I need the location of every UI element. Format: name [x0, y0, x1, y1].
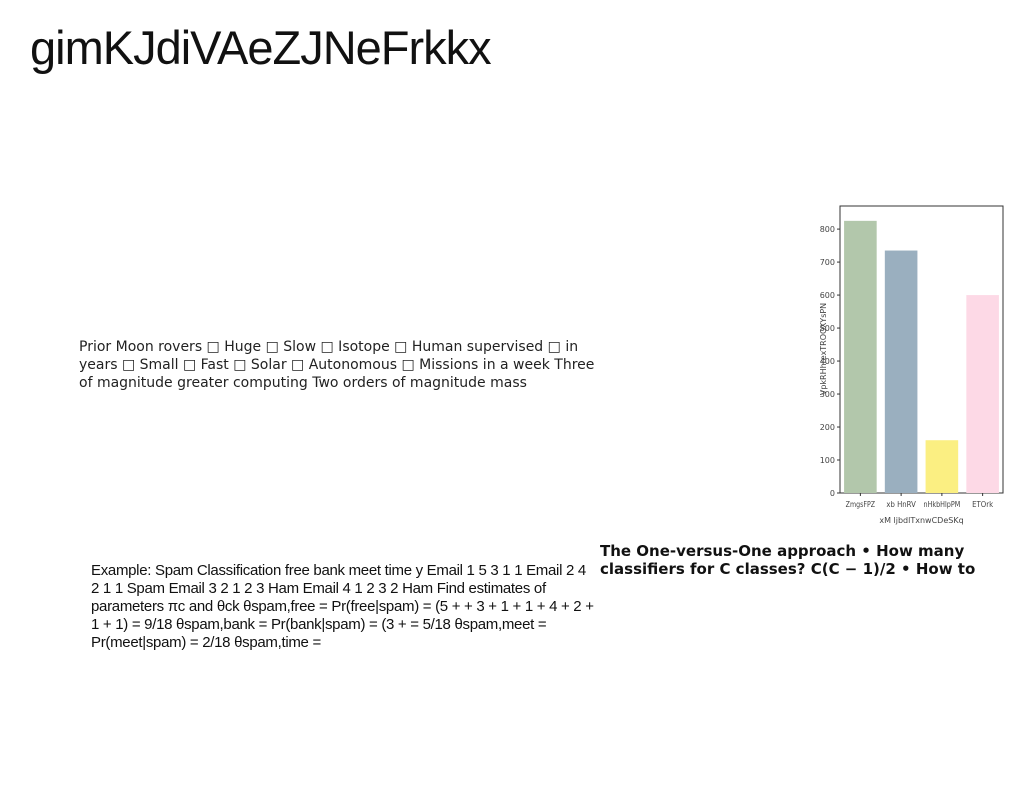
bar-chart-svg: 0 100 200 300 400 500 600 700 800 ZmgsFPZ xb HnRV… — [819, 205, 1004, 525]
y-tick-label-8: 800 — [820, 225, 835, 234]
x-tick-label-0: ZmgsFPZ — [846, 500, 876, 509]
bar-chart: 0 100 200 300 400 500 600 700 800 ZmgsFPZ xb HnRV… — [812, 198, 1012, 530]
one-vs-one-line-2: classifiers for C classes? C(C − 1)/2 • … — [600, 560, 976, 578]
plot-frame — [839, 205, 1004, 494]
x-tick-label-1: xb HnRV — [886, 500, 916, 509]
y-tick-label-4: 400 — [820, 357, 835, 366]
y-tick-label-0: 0 — [830, 489, 835, 498]
bar-0 — [844, 220, 877, 493]
moon-rovers-text: Prior Moon rovers □ Huge □ Slow □ Isotop… — [79, 339, 595, 391]
spam-classification-text: Example: Spam Classification free bank m… — [91, 562, 594, 651]
y-tick-label-6: 600 — [820, 291, 835, 300]
bar-3 — [966, 295, 999, 493]
y-axis-label: VpkRHhrexTROOXYsPN — [819, 303, 828, 395]
y-tick-label-5: 500 — [820, 324, 835, 333]
y-tick-label-1: 100 — [820, 456, 835, 465]
y-tick-label-7: 700 — [820, 258, 835, 267]
bar-2 — [925, 440, 959, 493]
bar-1 — [884, 250, 918, 493]
x-tick-label-2: nHkbHlpPM — [924, 500, 961, 509]
y-tick-label-3: 300 — [820, 390, 835, 399]
one-vs-one-text: The One-versus-One approach • How many c… — [600, 542, 1024, 582]
page-title: gimKJdiVAeZJNeFrkkx — [30, 21, 492, 74]
x-tick-label-3: ETOrk — [972, 500, 993, 509]
one-vs-one-line-1: The One-versus-One approach • How many — [600, 542, 965, 560]
y-tick-label-2: 200 — [820, 423, 835, 432]
x-axis-label: xM ljbdlTxnwCDeSKq — [879, 516, 963, 525]
